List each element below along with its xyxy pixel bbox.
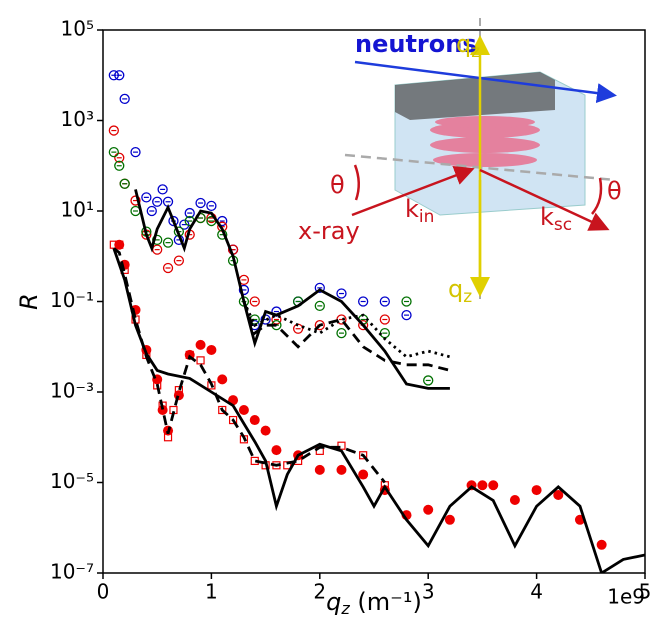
- data-point: [510, 495, 520, 505]
- angle-arc: [355, 165, 359, 200]
- y-tick-label: 10¹: [61, 198, 94, 222]
- x-label-unit: (m⁻¹): [350, 588, 422, 616]
- annotation-text: q: [448, 275, 463, 303]
- annotation-text: θ: [330, 171, 345, 199]
- y-tick-label: 10³: [61, 107, 94, 131]
- x-tick-label: 0: [97, 580, 110, 604]
- angle-arc: [592, 178, 601, 214]
- annotation-sub: sc: [554, 215, 572, 235]
- data-point: [261, 426, 271, 436]
- x-tick-label: 4: [530, 580, 543, 604]
- y-axis-label: R: [15, 293, 43, 310]
- data-point: [217, 374, 227, 384]
- annotation: θ: [607, 177, 622, 205]
- data-point: [477, 480, 487, 490]
- x-axis-label: qz (m⁻¹): [326, 588, 422, 617]
- annotation-text: θ: [607, 177, 622, 205]
- data-point: [358, 470, 368, 480]
- page: {"chart_data": { "type": "scatter", "y_l…: [0, 0, 651, 617]
- annotation-sub: in: [419, 207, 435, 227]
- annotation: θ: [330, 171, 345, 199]
- layers: [430, 116, 540, 167]
- data-point: [206, 345, 216, 355]
- chart: 10⁵10³10¹10⁻¹10⁻³10⁻⁵10⁻⁷0123451e9Rqz (m…: [0, 0, 651, 617]
- x-offset-label: 1e9: [607, 585, 645, 609]
- fit-line: [136, 189, 450, 388]
- data-point: [196, 340, 206, 350]
- data-point: [532, 485, 542, 495]
- data-point: [445, 515, 455, 525]
- x-tick-label: 3: [422, 580, 435, 604]
- x-tick-label: 1: [205, 580, 218, 604]
- annotation-sub: z: [471, 42, 480, 62]
- data-point: [488, 480, 498, 490]
- annotation: qz: [448, 275, 472, 307]
- data-point: [250, 415, 260, 425]
- x-tick-label: 2: [313, 580, 326, 604]
- data-point: [315, 465, 325, 475]
- data-point: [423, 505, 433, 515]
- annotation-text: x-ray: [298, 217, 360, 245]
- y-tick-label: 10⁻⁷: [50, 560, 94, 584]
- data-point: [197, 357, 204, 364]
- y-tick-label: 10⁻¹: [50, 288, 94, 312]
- annotation: x-ray: [298, 217, 360, 245]
- data-point: [336, 465, 346, 475]
- annotation-text: k: [405, 195, 419, 223]
- x-label-symbol: q: [326, 588, 341, 616]
- annotation: ksc: [540, 203, 572, 235]
- data-point: [597, 540, 607, 550]
- data-point: [239, 405, 249, 415]
- annotation-text: q: [456, 30, 471, 58]
- y-tick-label: 10⁻³: [50, 379, 94, 403]
- y-tick-label: 10⁻⁵: [50, 469, 94, 493]
- annotation-text: k: [540, 203, 554, 231]
- fit-line: [114, 248, 645, 573]
- y-tick-label: 10⁵: [61, 17, 94, 41]
- annotation-sub: z: [463, 287, 472, 307]
- data-point: [271, 445, 281, 455]
